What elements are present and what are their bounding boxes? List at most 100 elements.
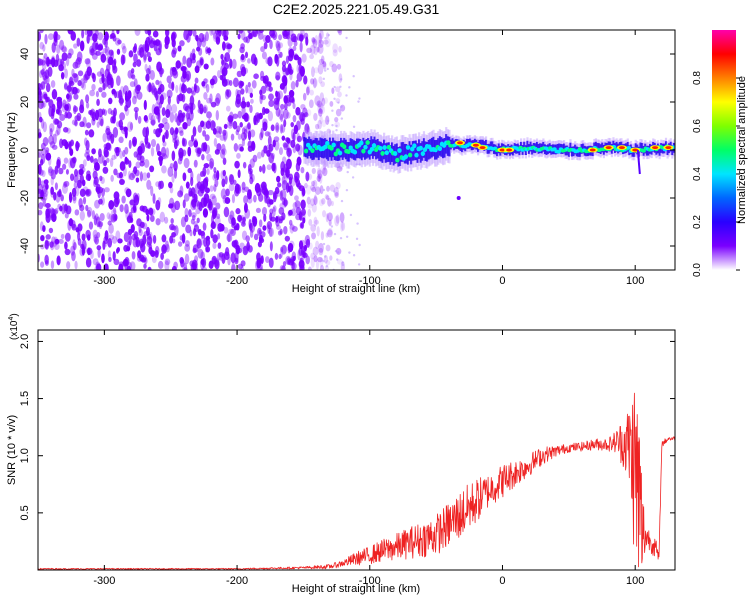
noise-dot: [327, 33, 331, 37]
noise-blob: [319, 199, 324, 207]
noise-blob: [148, 39, 155, 49]
noise-blob: [115, 75, 121, 87]
carrier-body: [370, 136, 373, 156]
noise-blob: [284, 102, 288, 111]
carrier-core: [405, 145, 411, 150]
noise-blob: [266, 220, 273, 230]
carrier-body: [440, 137, 443, 157]
noise-blob: [247, 81, 251, 88]
snr-plot-area: [38, 330, 675, 570]
noise-blob: [325, 213, 329, 223]
noise-blob: [256, 259, 262, 269]
noise-blob: [45, 234, 51, 240]
noise-blob: [39, 41, 45, 50]
noise-blob: [197, 99, 201, 110]
noise-blob: [202, 222, 207, 231]
noise-blob: [44, 69, 50, 79]
noise-blob: [40, 118, 45, 129]
noise-blob: [79, 121, 85, 128]
noise-blob: [160, 92, 167, 100]
noise-blob: [119, 125, 124, 131]
noise-blob: [51, 144, 58, 150]
noise-blob: [240, 43, 245, 50]
noise-blob: [326, 128, 331, 134]
noise-blob: [288, 240, 295, 249]
noise-blob: [152, 30, 159, 38]
noise-blob: [72, 104, 77, 115]
noise-blob: [50, 186, 55, 195]
noise-blob: [92, 167, 98, 173]
noise-blob: [158, 180, 162, 191]
noise-blob: [268, 86, 273, 92]
noise-blob: [139, 171, 143, 182]
carrier-core: [437, 146, 443, 152]
carrier-body: [303, 137, 306, 157]
noise-dot: [331, 109, 334, 112]
noise-blob: [43, 192, 48, 201]
noise-blob: [86, 122, 92, 129]
noise-blob: [125, 188, 132, 198]
noise-blob: [148, 112, 153, 121]
noise-blob: [38, 111, 42, 119]
noise-blob: [237, 133, 242, 140]
noise-blob: [196, 173, 201, 184]
carrier-hotspot-core: [479, 146, 486, 150]
spectrogram-x-ticks: -300 -200 -100 0 100: [93, 30, 644, 287]
noise-blob: [162, 243, 166, 252]
noise-blob: [179, 40, 185, 47]
noise-blob: [100, 196, 105, 206]
noise-blob: [321, 97, 326, 107]
x-tick-label: 100: [626, 575, 644, 587]
noise-blob: [268, 99, 275, 108]
noise-blob: [308, 99, 314, 109]
noise-blob: [227, 63, 232, 70]
noise-blob: [275, 107, 281, 117]
carrier-trace: [303, 127, 675, 200]
noise-blob: [314, 158, 320, 167]
noise-blob: [267, 81, 272, 88]
noise-blob: [302, 92, 307, 101]
noise-blob: [305, 86, 310, 96]
noise-blob: [267, 135, 272, 147]
noise-blob: [261, 164, 266, 174]
noise-blob: [191, 259, 198, 270]
noise-blob: [59, 114, 66, 121]
carrier-core: [352, 149, 358, 155]
noise-blob: [332, 43, 339, 54]
noise-blob: [195, 146, 201, 158]
noise-blob: [64, 212, 69, 219]
carrier-body: [666, 145, 669, 156]
noise-blob: [171, 150, 176, 162]
noise-blob: [329, 100, 334, 107]
noise-blob: [54, 118, 60, 125]
noise-blob: [251, 79, 257, 89]
noise-blob: [210, 82, 214, 89]
noise-blob: [184, 214, 189, 223]
noise-blob: [165, 129, 169, 140]
noise-blob: [209, 193, 216, 200]
noise-blob: [129, 122, 134, 131]
noise-blob: [136, 91, 143, 100]
noise-blob: [79, 210, 85, 221]
carrier-core: [380, 151, 385, 156]
noise-blob: [300, 199, 306, 210]
noise-blob: [330, 200, 334, 207]
noise-blob: [204, 187, 210, 194]
noise-blob: [184, 243, 191, 252]
noise-blob: [243, 202, 248, 213]
noise-blob: [281, 212, 286, 221]
carrier-core: [371, 143, 377, 148]
noise-blob: [292, 255, 296, 262]
noise-blob: [169, 127, 175, 136]
noise-blob: [124, 203, 129, 215]
noise-blob: [106, 212, 111, 220]
noise-blob: [279, 51, 283, 58]
noise-dot: [330, 225, 334, 228]
noise-blob: [98, 87, 103, 93]
noise-blob: [48, 156, 52, 166]
noise-blob: [234, 251, 239, 263]
snr-x-ticks: -300 -200 -100 0 100: [93, 330, 644, 587]
noise-blob: [282, 75, 288, 87]
noise-blob: [184, 240, 190, 247]
noise-blob: [335, 162, 341, 169]
